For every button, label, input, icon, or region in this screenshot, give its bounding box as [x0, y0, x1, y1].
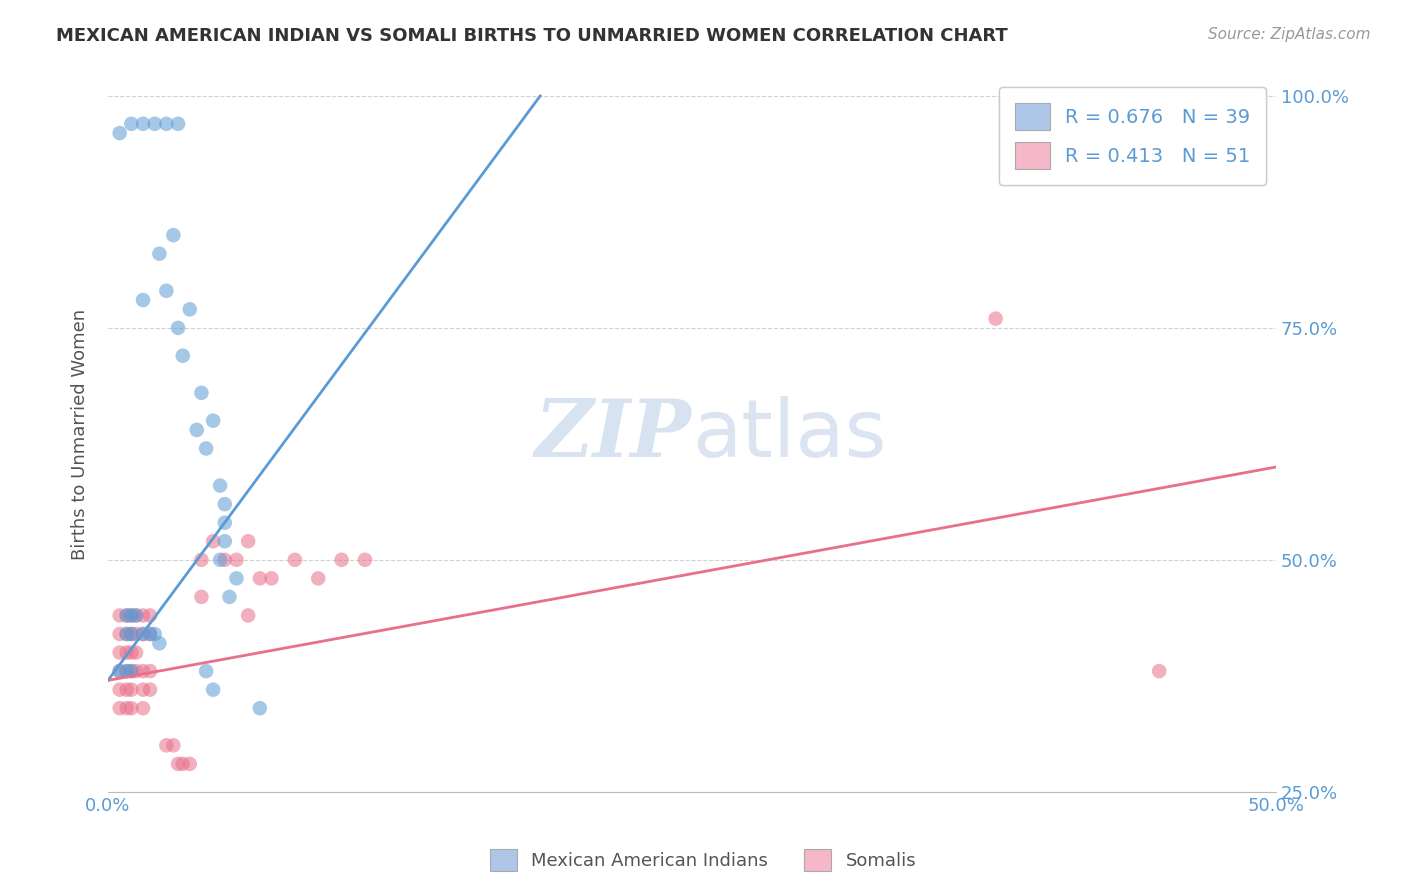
Point: [186, 423, 208, 437]
Point: [125, 608, 148, 623]
Point: [307, 571, 329, 585]
Point: [108, 608, 131, 623]
Point: [209, 553, 232, 567]
Point: [108, 646, 131, 660]
Point: [172, 756, 194, 771]
Point: [179, 302, 201, 317]
Point: [214, 516, 236, 530]
Point: [125, 608, 148, 623]
Point: [132, 701, 155, 715]
Point: [115, 701, 138, 715]
Text: ZIP: ZIP: [536, 396, 692, 474]
Point: [249, 701, 271, 715]
Point: [143, 117, 166, 131]
Y-axis label: Births to Unmarried Women: Births to Unmarried Women: [72, 309, 89, 560]
Point: [115, 627, 138, 641]
Point: [120, 608, 142, 623]
Point: [284, 553, 307, 567]
Point: [115, 627, 138, 641]
Point: [139, 682, 162, 697]
Point: [214, 534, 236, 549]
Point: [108, 664, 131, 678]
Point: [120, 627, 142, 641]
Point: [125, 646, 148, 660]
Point: [190, 590, 212, 604]
Point: [139, 664, 162, 678]
Point: [108, 627, 131, 641]
Point: [249, 571, 271, 585]
Point: [354, 553, 377, 567]
Point: [115, 608, 138, 623]
Point: [139, 627, 162, 641]
Point: [148, 636, 170, 650]
Point: [120, 701, 142, 715]
Point: [236, 608, 259, 623]
Point: [190, 553, 212, 567]
Point: [330, 553, 353, 567]
Point: [172, 349, 194, 363]
Point: [132, 608, 155, 623]
Point: [155, 284, 177, 298]
Point: [1147, 664, 1170, 678]
Point: [132, 664, 155, 678]
Point: [115, 664, 138, 678]
Point: [202, 534, 225, 549]
Point: [115, 608, 138, 623]
Point: [155, 739, 177, 753]
Point: [236, 534, 259, 549]
Point: [115, 646, 138, 660]
Point: [115, 664, 138, 678]
Point: [120, 664, 142, 678]
Point: [202, 414, 225, 428]
Point: [167, 756, 190, 771]
Point: [108, 701, 131, 715]
Point: [120, 664, 142, 678]
Point: [120, 608, 142, 623]
Point: [214, 553, 236, 567]
Point: [132, 627, 155, 641]
Point: [148, 246, 170, 260]
Legend: Mexican American Indians, Somalis: Mexican American Indians, Somalis: [482, 842, 924, 879]
Point: [125, 627, 148, 641]
Point: [132, 117, 155, 131]
Point: [132, 682, 155, 697]
Point: [120, 117, 142, 131]
Point: [120, 627, 142, 641]
Point: [984, 311, 1007, 326]
Point: [209, 478, 232, 492]
Point: [190, 385, 212, 400]
Point: [225, 571, 247, 585]
Point: [115, 682, 138, 697]
Text: Source: ZipAtlas.com: Source: ZipAtlas.com: [1208, 27, 1371, 42]
Point: [167, 117, 190, 131]
Point: [120, 682, 142, 697]
Point: [179, 756, 201, 771]
Text: MEXICAN AMERICAN INDIAN VS SOMALI BIRTHS TO UNMARRIED WOMEN CORRELATION CHART: MEXICAN AMERICAN INDIAN VS SOMALI BIRTHS…: [56, 27, 1008, 45]
Point: [132, 627, 155, 641]
Point: [167, 321, 190, 335]
Text: atlas: atlas: [692, 395, 886, 474]
Point: [260, 571, 283, 585]
Point: [162, 228, 184, 243]
Point: [108, 682, 131, 697]
Point: [143, 627, 166, 641]
Point: [125, 664, 148, 678]
Point: [202, 682, 225, 697]
Point: [108, 664, 131, 678]
Point: [132, 293, 155, 307]
Point: [162, 739, 184, 753]
Point: [139, 627, 162, 641]
Point: [218, 590, 240, 604]
Point: [195, 664, 218, 678]
Legend: R = 0.676   N = 39, R = 0.413   N = 51: R = 0.676 N = 39, R = 0.413 N = 51: [1000, 87, 1267, 185]
Point: [108, 126, 131, 140]
Point: [139, 608, 162, 623]
Point: [195, 442, 218, 456]
Point: [225, 553, 247, 567]
Point: [214, 497, 236, 511]
Point: [155, 117, 177, 131]
Point: [120, 646, 142, 660]
